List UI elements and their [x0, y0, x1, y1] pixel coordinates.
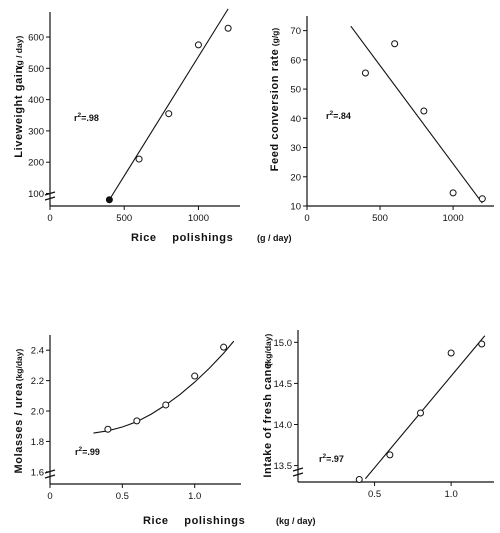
- x-tick-label: 1000: [188, 213, 209, 224]
- y-tick-label: 10: [290, 202, 301, 213]
- x-axis-label-bottom: Rice polishings: [143, 515, 245, 527]
- r-squared-feed-conversion: r2=.84: [326, 110, 351, 121]
- y-tick-label: 400: [28, 95, 44, 106]
- y-tick-label: 40: [290, 114, 301, 125]
- y-tick-label: 1.8: [31, 437, 44, 448]
- data-point: [478, 195, 486, 203]
- x-tick-label: 0.5: [368, 489, 381, 500]
- x-tick-label: 0: [304, 213, 309, 224]
- data-point: [165, 110, 173, 118]
- data-point: [224, 24, 232, 32]
- data-point: [361, 69, 369, 77]
- fit-curve: [93, 340, 235, 434]
- y-tick-label: 14.0: [274, 420, 293, 431]
- y-tick-label: 60: [290, 55, 301, 66]
- r-squared-fresh-cane: r2=.97: [319, 453, 344, 464]
- x-tick-label: 500: [116, 213, 132, 224]
- data-point: [355, 476, 363, 484]
- panel-molasses-urea: Molasses / urea (kg/day) r2=.99 1.6 1.8 2.…: [13, 335, 241, 502]
- data-point: [162, 401, 170, 409]
- data-point: [417, 409, 424, 417]
- y-tick-label: 500: [28, 64, 44, 75]
- fit-line: [108, 8, 229, 201]
- data-point: [135, 155, 143, 163]
- x-axis-unit-bottom: (kg / day): [276, 516, 316, 526]
- data-point: [191, 372, 199, 380]
- data-point: [449, 189, 457, 197]
- y-tick-label: 13.5: [274, 461, 293, 472]
- y-tick-label: 200: [28, 158, 44, 169]
- data-point: [478, 340, 486, 348]
- panel-liveweight: Liveweight gain (g / day) r2=.98 100 200 3…: [13, 8, 240, 224]
- y-axis-unit-fresh-cane: (kg/day): [263, 334, 273, 367]
- y-tick-label: 50: [290, 85, 301, 96]
- y-axis-unit-molasses: (kg/day): [14, 349, 24, 382]
- y-tick-label: 300: [28, 126, 44, 137]
- y-tick-label: 14.5: [274, 379, 293, 390]
- y-axis-label-feed-conversion: Feed conversion rate: [269, 49, 281, 172]
- data-point: [194, 41, 202, 49]
- data-point: [133, 417, 141, 425]
- y-tick-label: 70: [290, 26, 301, 37]
- x-tick-label: 0.5: [116, 491, 129, 502]
- r-squared-liveweight: r2=.98: [74, 112, 99, 123]
- y-tick-label: 100: [28, 189, 44, 200]
- y-axis-unit-liveweight: (g / day): [14, 36, 24, 69]
- fit-line: [364, 335, 486, 480]
- y-axis-label-liveweight: Liveweight gain: [13, 66, 25, 158]
- r-squared-molasses: r2=.99: [75, 446, 100, 457]
- data-point: [420, 107, 428, 115]
- y-tick-label: 20: [290, 172, 301, 183]
- data-point: [386, 451, 394, 459]
- fit-line: [350, 25, 483, 204]
- data-point: [104, 425, 112, 433]
- data-point: [105, 196, 113, 204]
- y-axis-label-fresh-cane: Intake of fresh cane: [262, 362, 274, 477]
- y-axis-unit-feed-conversion: (g/g): [270, 28, 280, 47]
- x-axis-label-top: Rice polishings: [131, 232, 233, 244]
- data-point: [220, 343, 228, 351]
- x-tick-label: 500: [372, 213, 388, 224]
- data-point: [391, 40, 399, 48]
- y-tick-label: 2.0: [31, 407, 44, 418]
- y-tick-label: 2.2: [31, 376, 44, 387]
- y-tick-label: 15.0: [274, 338, 293, 349]
- x-axis-unit-top: (g / day): [257, 233, 292, 243]
- panel-feed-conversion: Feed conversion rate (g/g) r2=.84 10 20 30…: [269, 16, 494, 224]
- y-tick-label: 1.6: [31, 467, 44, 478]
- x-tick-label: 1.0: [188, 491, 201, 502]
- axis-break-mark: [292, 467, 304, 477]
- panel-fresh-cane: Intake of fresh cane (kg/day) r2=.97 13.…: [262, 330, 494, 500]
- y-tick-label: 600: [28, 33, 44, 44]
- data-point: [447, 349, 455, 357]
- y-axis-label-molasses: Molasses / urea: [13, 382, 25, 473]
- x-tick-label: 1000: [443, 213, 464, 224]
- x-tick-label: 1.0: [445, 489, 458, 500]
- y-tick-label: 30: [290, 143, 301, 154]
- x-tick-label: 0: [47, 213, 52, 224]
- y-tick-label: 2.4: [31, 346, 44, 357]
- x-tick-label: 0: [47, 491, 52, 502]
